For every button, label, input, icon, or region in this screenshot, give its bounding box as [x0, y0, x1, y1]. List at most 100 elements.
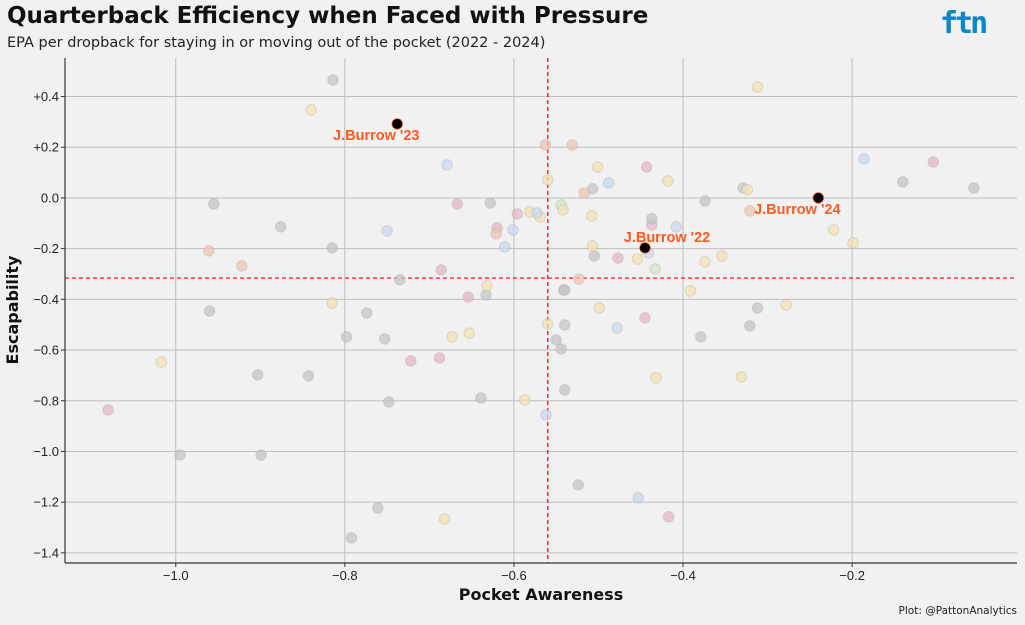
qb-point — [378, 333, 391, 345]
x-tick-label: −0.8 — [332, 568, 358, 583]
qb-point — [361, 307, 373, 319]
qb-point — [540, 409, 552, 421]
x-tick-label: −0.4 — [670, 568, 696, 583]
qb-point — [484, 197, 497, 209]
qb-point — [558, 284, 571, 296]
qb-point — [541, 318, 554, 330]
highlighted-layer: J.Burrow '23 J.Burrow '22 J.Burrow '24 — [333, 118, 841, 254]
qb-point — [475, 392, 487, 404]
qb-point — [699, 256, 711, 268]
qb-point — [662, 175, 674, 187]
qb-point — [530, 207, 543, 219]
qb-point — [566, 139, 579, 151]
qb-point — [202, 245, 215, 257]
qb-point — [511, 208, 524, 220]
qb-point — [433, 352, 446, 364]
qb-point — [649, 263, 661, 275]
qb-point — [699, 195, 711, 207]
qb-point — [694, 331, 707, 343]
qb-point — [481, 280, 493, 292]
qb-point — [716, 250, 728, 262]
qb-point — [438, 513, 451, 525]
qb-point — [897, 176, 909, 188]
y-tick-label: +0.2 — [33, 140, 59, 155]
qb-point — [558, 319, 571, 331]
qb-point — [968, 182, 980, 194]
qb-point — [751, 302, 764, 314]
chart-subtitle: EPA per dropback for staying in or movin… — [7, 35, 546, 51]
qb-point — [174, 449, 186, 461]
highlighted-point-label: J.Burrow '22 — [624, 230, 710, 246]
qb-point — [662, 511, 675, 523]
qb-point — [578, 187, 590, 199]
highlighted-point — [391, 118, 404, 130]
ftn-logo: ftn — [940, 6, 988, 41]
y-tick-label: −1.2 — [33, 495, 59, 510]
qb-point — [550, 334, 563, 346]
grid-lines — [65, 58, 1017, 563]
plot-credit: Plot: @PattonAnalytics — [898, 605, 1017, 617]
qb-point — [446, 331, 459, 343]
qb-point — [670, 221, 683, 233]
qb-point — [639, 312, 651, 324]
qb-point — [326, 297, 338, 309]
qb-point — [593, 302, 606, 314]
qb-point — [744, 320, 756, 332]
y-tick-label: +0.4 — [33, 89, 59, 104]
qb-point — [827, 224, 840, 236]
highlighted-point-label: J.Burrow '24 — [754, 202, 840, 218]
qb-point — [650, 372, 662, 384]
qb-point — [519, 394, 531, 406]
highlighted-point-label: J.Burrow '23 — [333, 128, 419, 144]
y-tick-label: −0.2 — [33, 241, 59, 256]
qb-point — [645, 212, 658, 225]
qb-point — [744, 205, 756, 217]
qb-point — [684, 285, 697, 297]
qb-point — [404, 355, 417, 367]
qb-point — [631, 253, 644, 265]
qb-point — [573, 273, 585, 285]
points-layer — [102, 74, 980, 544]
qb-point — [441, 159, 453, 171]
qb-point — [155, 356, 168, 368]
qb-point — [585, 210, 598, 222]
qb-point — [498, 241, 511, 253]
qb-point — [208, 198, 220, 210]
qb-point — [102, 404, 114, 416]
qb-point — [326, 242, 338, 254]
highlighted-point — [639, 242, 651, 254]
qb-point — [372, 502, 384, 514]
qb-point — [612, 252, 624, 264]
qb-point — [255, 449, 267, 461]
y-axis-label: Escapability — [3, 255, 22, 365]
y-tick-label: −1.0 — [33, 444, 59, 459]
qb-point — [555, 343, 568, 355]
qb-point — [305, 104, 317, 116]
y-tick-label: −0.6 — [33, 343, 59, 358]
qb-point — [394, 274, 406, 286]
qb-point — [507, 224, 519, 236]
axes: −1.0 −0.8 −0.6 −0.4 −0.2 +0.4 +0.2 0.0 −0.2 −0.4 −… — [33, 58, 1017, 583]
qb-point — [588, 250, 601, 262]
qb-point — [591, 161, 604, 173]
qb-point — [345, 532, 358, 544]
qb-point — [602, 177, 615, 189]
qb-point — [435, 264, 448, 276]
qb-point — [463, 327, 475, 339]
y-tick-label: −0.8 — [33, 393, 59, 408]
y-tick-label: −0.4 — [33, 292, 59, 307]
qb-point — [302, 370, 315, 382]
qb-point — [490, 228, 502, 240]
y-tick-label: −1.4 — [33, 545, 59, 560]
chart-title: Quarterback Efficiency when Faced with P… — [7, 3, 649, 29]
qb-point — [558, 384, 571, 396]
qb-point — [780, 299, 792, 311]
qb-point — [741, 184, 754, 196]
qb-point — [858, 153, 870, 165]
y-tick-label: 0.0 — [41, 190, 59, 205]
qb-point — [586, 240, 599, 252]
qb-point — [611, 322, 623, 334]
qb-point — [203, 305, 216, 317]
qb-point — [235, 260, 248, 272]
